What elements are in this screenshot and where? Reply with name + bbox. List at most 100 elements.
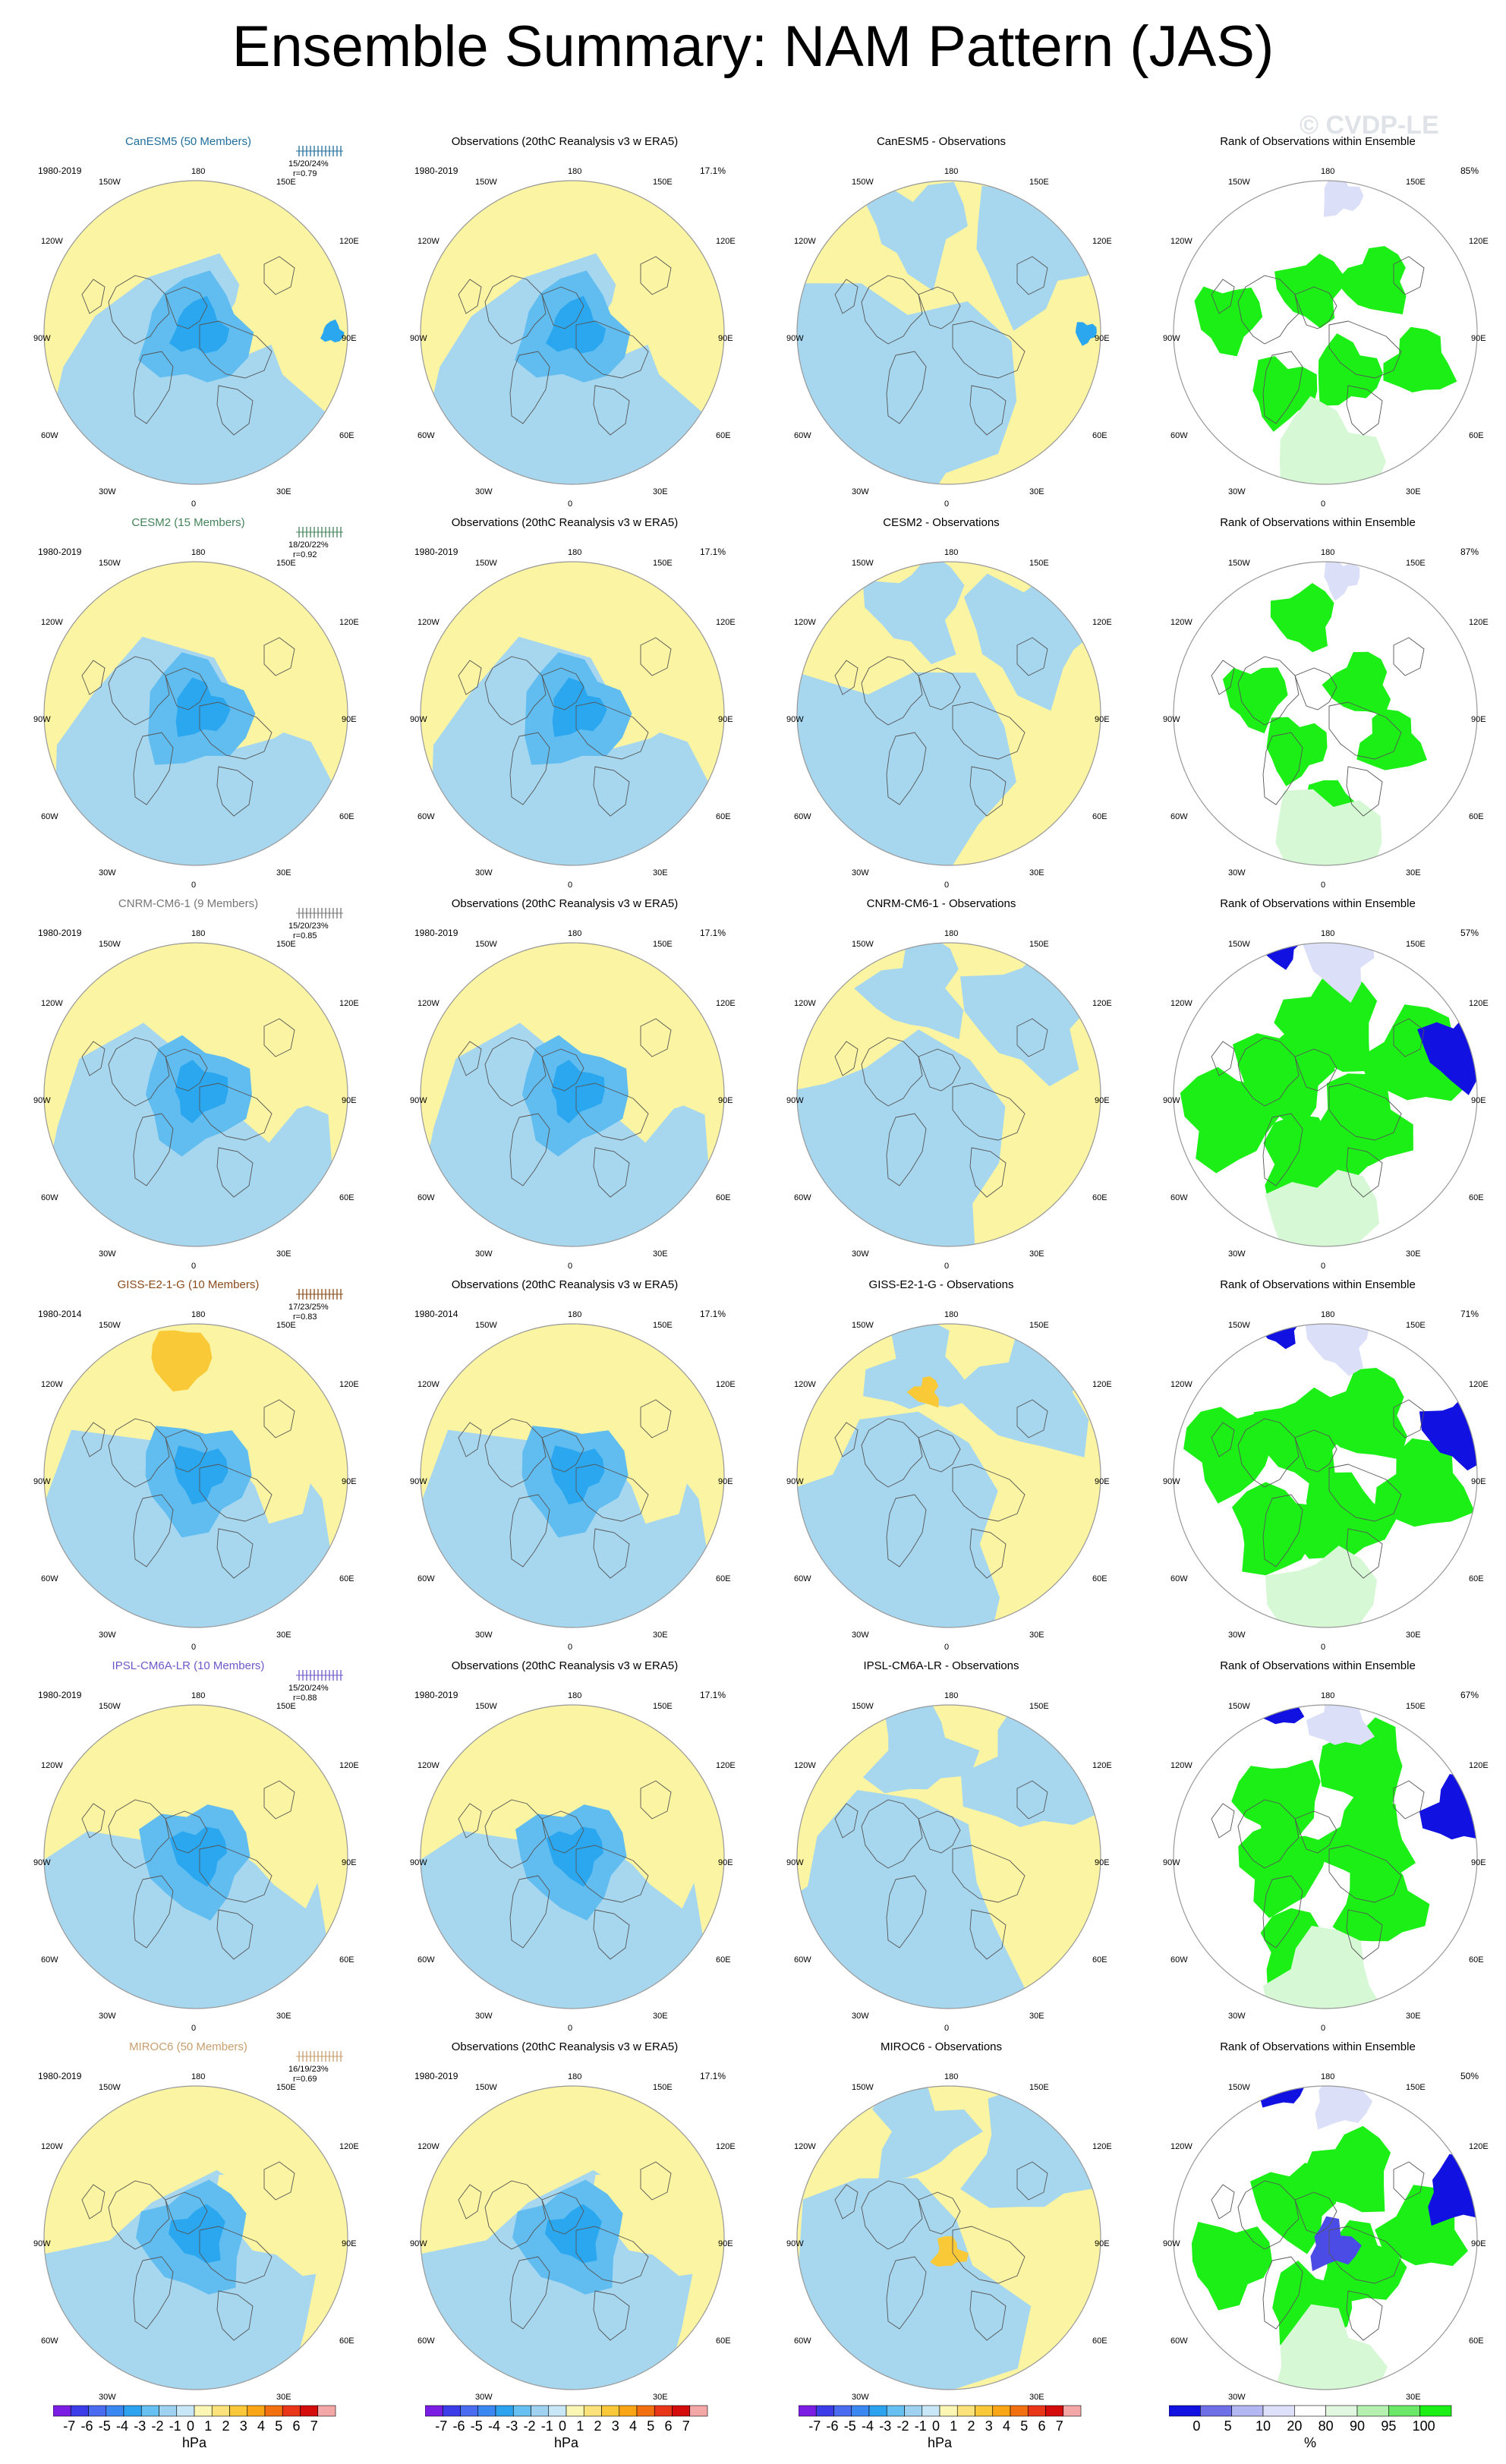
pattern-correlation: r=0.79 [293, 169, 317, 178]
colorbar-swatch [1325, 2405, 1358, 2417]
lon-label-w60: 60W [1170, 1193, 1188, 1202]
lon-label-w30: 30W [1228, 2012, 1246, 2021]
lon-label-ne: 150E [276, 1702, 296, 1711]
lon-label-ne: 150E [653, 1702, 673, 1711]
lon-label-n: 180 [944, 548, 959, 557]
lon-label-e30: 30E [276, 2393, 291, 2402]
colorbar-swatch [833, 2405, 852, 2417]
colorbar-tick: 80 [1318, 2418, 1334, 2434]
lon-label-ne: 150E [1406, 1702, 1426, 1711]
lon-label-w30: 30W [852, 1631, 869, 1640]
lon-label-w30: 30W [1228, 1631, 1246, 1640]
lon-label-e30: 30E [1029, 487, 1044, 496]
lon-label-s: 0 [191, 2024, 197, 2033]
lon-label-e120: 120E [339, 1761, 359, 1770]
lon-label-e60: 60E [1469, 812, 1484, 821]
obs-pct-variance: 17.1% [699, 1690, 726, 1700]
lon-label-w30: 30W [475, 1249, 493, 1259]
lon-label-e60: 60E [1092, 2336, 1107, 2346]
lon-label-n: 180 [191, 167, 206, 176]
lon-label-n: 180 [191, 1691, 206, 1700]
lon-label-w120: 120W [1170, 999, 1193, 1008]
colorbar-tick: 2 [222, 2418, 230, 2434]
period-label: 1980-2019 [414, 928, 458, 938]
panel-obs-row1: Observations (20thC Reanalysis v3 w ERA5… [376, 121, 753, 509]
panel-model-row4: GISS-E2-1-G (10 Members) 1980-2014 17/23/2… [0, 1265, 376, 1652]
pattern-correlation: r=0.92 [293, 550, 317, 559]
lon-label-w60: 60W [1170, 1955, 1188, 1965]
lon-label-w30: 30W [99, 1631, 116, 1640]
colorbar-tick: 0 [559, 2418, 567, 2434]
lon-label-w120: 120W [1170, 1761, 1193, 1770]
colorbar-tick: -1 [540, 2418, 553, 2434]
lon-label-w30: 30W [852, 487, 869, 496]
lon-label-w30: 30W [99, 868, 116, 878]
polar-map [43, 1704, 348, 2009]
colorbar-swatch [159, 2405, 178, 2417]
lon-label-nw: 150W [475, 940, 497, 949]
lon-label-nw: 150W [99, 1702, 121, 1711]
lon-label-w60: 60W [417, 1955, 435, 1965]
lon-label-w120: 120W [794, 1380, 816, 1389]
lon-label-n: 180 [568, 929, 582, 938]
lon-label-n: 180 [1321, 548, 1335, 557]
colorbar-tick: 6 [664, 2418, 673, 2434]
lon-label-e60: 60E [1469, 1193, 1484, 1202]
colorbar-tick: 4 [1003, 2418, 1011, 2434]
lon-label-w120: 120W [41, 999, 63, 1008]
period-label: 1980-2019 [414, 165, 458, 176]
lon-label-w120: 120W [41, 618, 63, 627]
colorbar-tick: 3 [985, 2418, 993, 2434]
rank-title: Rank of Observations within Ensemble [1220, 135, 1416, 148]
colorbar-tick: -1 [169, 2418, 181, 2434]
colorbar-swatch [1045, 2405, 1064, 2417]
model-title: CanESM5 (50 Members) [125, 135, 251, 148]
lon-label-e90: 90E [1471, 1858, 1486, 1867]
panel-diff-row5: IPSL-CM6A-LR - Observations 180 150W 150E 12… [753, 1646, 1130, 2033]
colorbar-swatch [1419, 2405, 1452, 2417]
colorbar-swatch [799, 2405, 817, 2417]
lon-label-e60: 60E [339, 1955, 354, 1965]
colorbar-swatch [176, 2405, 195, 2417]
lon-label-n: 180 [568, 1310, 582, 1319]
lon-label-s: 0 [944, 1643, 950, 1652]
colorbar-tick: -3 [879, 2418, 892, 2434]
panel-model-row2: CESM2 (15 Members) 1980-2019 18/20/22% r=0.… [0, 503, 376, 890]
lon-label-e90: 90E [718, 2239, 733, 2248]
colorbar-swatch [619, 2405, 638, 2417]
lon-label-e30: 30E [653, 1631, 668, 1640]
panel-rank-row1: Rank of Observations within Ensemble 85% 1… [1130, 121, 1506, 509]
lon-label-e90: 90E [718, 334, 733, 343]
lon-label-w90: 90W [410, 334, 427, 343]
lon-label-e90: 90E [1471, 715, 1486, 724]
lon-label-n: 180 [1321, 1691, 1335, 1700]
lon-label-e60: 60E [716, 1574, 731, 1583]
panel-rank-row6: Rank of Observations within Ensemble 50% 1… [1130, 2027, 1506, 2414]
colorbar-tick: 90 [1350, 2418, 1366, 2434]
colorbar-swatch [53, 2405, 71, 2417]
panel-rank-row3: Rank of Observations within Ensemble 57% 1… [1130, 884, 1506, 1271]
period-label: 1980-2014 [38, 1309, 82, 1319]
lon-label-w120: 120W [41, 1761, 63, 1770]
colorbar-swatch [140, 2405, 159, 2417]
colorbar-swatch [1063, 2405, 1082, 2417]
member-spread-icon [296, 1289, 343, 1300]
lon-label-nw: 150W [475, 559, 497, 568]
colorbar-swatch [654, 2405, 673, 2417]
lon-label-e90: 90E [1095, 1477, 1110, 1486]
colorbar-tick: 2 [967, 2418, 975, 2434]
lon-label-w60: 60W [41, 2336, 58, 2346]
colorbar-swatch [975, 2405, 994, 2417]
lon-label-w60: 60W [1170, 431, 1188, 440]
colorbar-tick: -1 [914, 2418, 927, 2434]
lon-label-nw: 150W [1228, 559, 1250, 568]
colorbar-tick: -7 [435, 2418, 448, 2434]
obs-pct-variance: 17.1% [699, 1309, 726, 1319]
lon-label-nw: 150W [852, 1321, 874, 1330]
lon-label-s: 0 [191, 881, 197, 890]
lon-label-w30: 30W [99, 1249, 116, 1259]
panel-model-row5: IPSL-CM6A-LR (10 Members) 1980-2019 15/20/… [0, 1646, 376, 2033]
colorbar-tick: -4 [488, 2418, 501, 2434]
panel-obs-row3: Observations (20thC Reanalysis v3 w ERA5… [376, 884, 753, 1271]
polar-map [420, 1704, 725, 2009]
